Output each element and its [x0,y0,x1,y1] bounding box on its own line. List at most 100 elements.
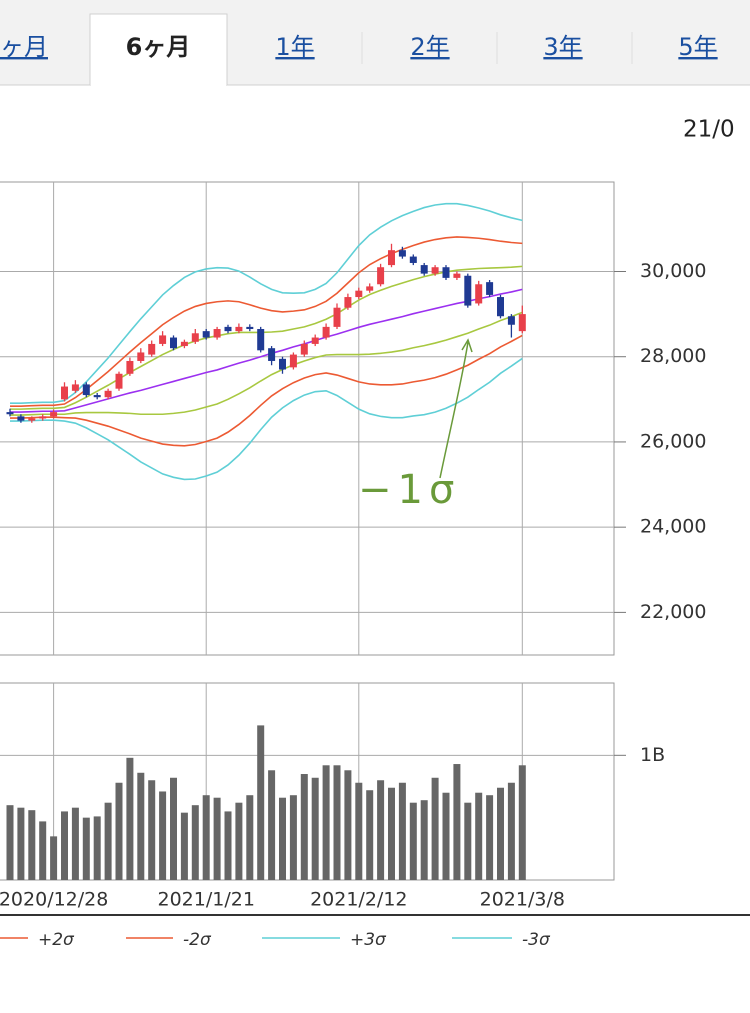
volume-bar [486,795,494,880]
arrow-head [461,338,473,353]
x-tick-label: 2021/2/12 [310,889,407,911]
volume-bar [333,765,341,880]
volume-bar [39,821,47,880]
volume-bar [180,812,188,880]
candle-body [497,297,504,317]
plots: 22,000 24,000 26,000 28,000 30,000 1B 2020/12/… [0,181,706,950]
volume-bar [420,800,428,880]
band-line [10,202,523,404]
volume-bar [475,792,483,880]
candle-body [93,395,101,398]
volume-bar [126,757,134,880]
candle-body [137,352,145,361]
volume-bar [61,811,68,880]
volume-bar [344,770,352,880]
volume-bar [104,802,112,880]
volume-bar [28,810,36,880]
legend-label: +2σ [38,930,75,950]
candle-body [115,373,123,389]
candle-body [28,418,36,421]
plot-area [0,181,615,656]
volume-bar [137,772,145,880]
band-line [10,357,523,481]
candle-body [213,329,221,338]
candle-body [355,290,363,298]
volume-bar [17,807,25,880]
candle-body [61,386,68,400]
candle-body [388,250,395,266]
volume-bar [268,770,276,880]
candle-body [377,267,385,285]
volume-bar [235,802,243,880]
band-line [10,236,523,407]
tab[interactable]: 5年 [678,33,717,61]
candle-body [518,314,526,332]
candle-body [104,390,112,398]
y-tick-label: 30,000 [640,260,706,282]
volume-bar [409,802,417,880]
band-line [10,334,523,447]
volume-bar [442,792,450,880]
volume-bar [93,816,101,880]
x-tick-label: 2021/1/21 [157,889,254,911]
y-tick-label: 24,000 [640,516,706,538]
annotation-arrow [439,341,469,479]
candle-body [202,331,210,338]
tab[interactable]: 2年 [410,33,449,61]
candle-body [333,307,341,327]
volume-bar [71,807,79,880]
tab[interactable]: 3年 [543,33,582,61]
candle-body [366,286,374,291]
volume-bar [148,780,156,880]
volume-bar [170,777,177,880]
candle-body [148,343,156,355]
candle-body [235,326,243,332]
volume-bar [464,802,472,880]
candle-body [180,341,188,347]
candle-body [311,337,319,344]
tab[interactable]: ヶ月 [0,33,48,61]
x-tick-label: 2020/12/28 [0,889,108,911]
candle-body [409,256,417,263]
y-tick-label: 1B [640,744,665,766]
volume-bar [518,765,526,880]
band-line [10,288,523,413]
volume-bar [453,764,461,880]
candle-body [71,384,79,391]
candle-body [191,333,199,342]
volume-bar [202,795,210,880]
volume-bar [311,777,319,880]
candle-body [431,267,439,274]
candle-body [398,250,406,257]
candle-body [420,265,428,274]
volume-bar [191,805,199,880]
annotation: −1σ [358,467,460,513]
volume-bar [213,797,221,880]
volume-bar [507,782,515,880]
candle-body [279,358,286,370]
candle-body [475,284,483,304]
candle-body [453,273,461,278]
volume-bar [50,836,58,880]
volume-bar [224,811,232,880]
candle-body [344,297,352,308]
tab-active[interactable]: 6ヶ月 [126,33,191,61]
volume-bar [300,774,308,880]
candle-body [300,343,308,355]
volume-bar [159,791,167,880]
candle-body [486,282,494,295]
legend-label: -2σ [183,930,212,950]
legend-label: +3σ [350,930,387,950]
band-line [10,311,523,416]
candle-body [257,329,265,351]
volume-bar [322,765,330,880]
y-tick-label: 22,000 [640,601,706,623]
volume-bar [377,780,385,880]
candle-body [442,267,450,278]
tab[interactable]: 1年 [275,33,314,61]
legend-label: -3σ [522,930,551,950]
candle-body [289,354,297,368]
candle-body [159,335,167,344]
y-tick-label: 26,000 [640,430,706,452]
